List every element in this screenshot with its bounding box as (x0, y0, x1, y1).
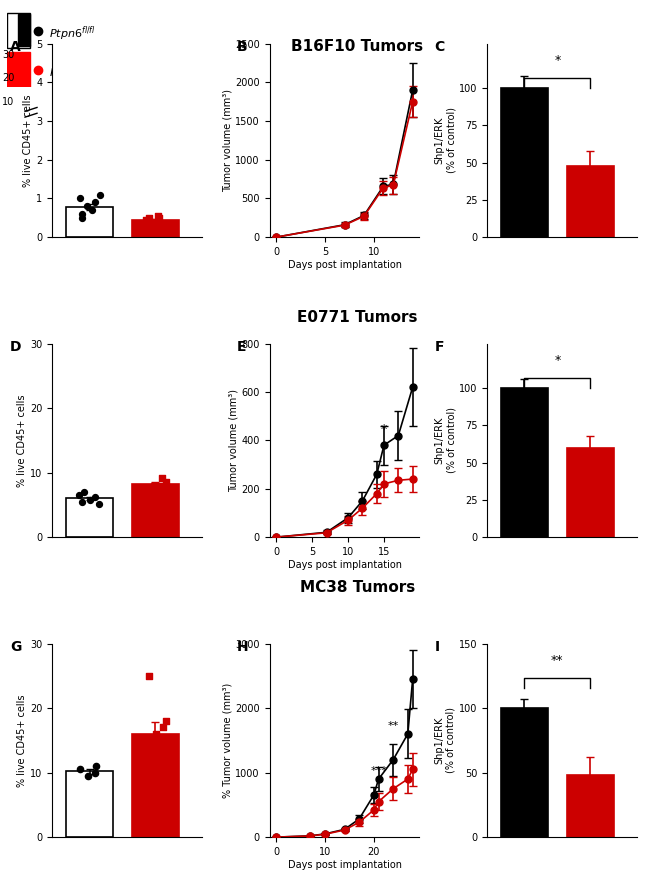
Point (81, 199, 92, 213)
Point (74, 192, 85, 206)
Y-axis label: % live CD45+ cells: % live CD45+ cells (17, 394, 27, 487)
Text: E: E (237, 340, 246, 354)
Text: ***: *** (370, 766, 387, 776)
Point (79, 485, 89, 499)
Point (90, 760, 101, 773)
Text: H: H (237, 640, 248, 654)
Point (144, 211, 155, 225)
Point (159, 733, 169, 747)
X-axis label: Days post implantation: Days post implantation (287, 560, 402, 569)
Text: $Ptpn6^{fl/fl}$ERT2-cre: $Ptpn6^{fl/fl}$ERT2-cre (49, 64, 146, 82)
Point (86, 203, 97, 217)
Point (144, 669, 154, 683)
Bar (501, 88, 548, 237)
Text: I: I (434, 640, 439, 654)
Text: 30: 30 (2, 51, 14, 60)
Y-axis label: Shp1/ERK
(% of control): Shp1/ERK (% of control) (434, 707, 456, 773)
Text: **: ** (387, 721, 399, 731)
Point (146, 215, 157, 228)
Text: E0771 Tumors: E0771 Tumors (297, 310, 418, 324)
Bar (501, 388, 548, 537)
X-axis label: Days post implantation: Days post implantation (287, 860, 402, 869)
Point (161, 714, 171, 728)
Point (161, 480, 171, 494)
Text: A: A (10, 40, 21, 54)
Text: *: * (554, 54, 560, 67)
Bar (567, 448, 614, 537)
Point (157, 471, 168, 485)
Point (90, 490, 100, 504)
Point (77, 207, 87, 221)
Bar (567, 166, 614, 237)
Point (151, 727, 161, 741)
Y-axis label: Tumor volume (mm³): Tumor volume (mm³) (222, 89, 232, 192)
Point (156, 479, 166, 493)
Bar (66, 772, 113, 837)
Bar (66, 499, 113, 537)
Text: B: B (237, 40, 247, 54)
Point (153, 211, 164, 225)
Y-axis label: Shp1/ERK
(% of control): Shp1/ERK (% of control) (434, 407, 456, 473)
Point (144, 481, 155, 495)
Text: $Ptpn6^{fl/fl}$: $Ptpn6^{fl/fl}$ (49, 24, 96, 43)
Bar (132, 484, 179, 537)
Point (158, 720, 168, 734)
Y-axis label: % Tumor volume (mm³): % Tumor volume (mm³) (222, 683, 233, 798)
Point (158, 219, 168, 233)
Point (85, 493, 96, 507)
Bar (18, 14, 30, 46)
Text: **: ** (551, 654, 564, 667)
X-axis label: Days post implantation: Days post implantation (287, 260, 402, 269)
Text: *: * (381, 423, 387, 436)
Text: C: C (434, 40, 445, 54)
Text: D: D (10, 340, 21, 354)
Y-axis label: Shp1/ERK
(% of control): Shp1/ERK (% of control) (434, 107, 456, 174)
Point (152, 209, 162, 223)
Point (73, 488, 84, 502)
Point (75, 762, 85, 776)
Point (161, 475, 171, 489)
Text: G: G (10, 640, 21, 654)
Bar (501, 708, 548, 837)
Text: 20: 20 (2, 73, 14, 84)
Text: B16F10 Tumors: B16F10 Tumors (291, 39, 424, 54)
Text: MC38 Tumors: MC38 Tumors (300, 580, 415, 595)
Text: *: * (554, 354, 560, 367)
Y-axis label: % live CD45+ cells: % live CD45+ cells (17, 694, 27, 787)
Point (141, 213, 151, 227)
Point (83, 769, 94, 783)
Bar (132, 220, 179, 237)
Bar (132, 734, 179, 837)
Point (77, 494, 87, 508)
Point (89, 766, 99, 780)
Point (94, 187, 105, 201)
Y-axis label: Tumor volume (mm³): Tumor volume (mm³) (229, 389, 239, 492)
Point (90, 195, 100, 209)
Y-axis label: % live CD45+ cells: % live CD45+ cells (23, 94, 33, 187)
Bar (66, 207, 113, 237)
Point (77, 211, 87, 225)
Text: 10: 10 (2, 97, 14, 106)
Point (142, 216, 152, 230)
Text: F: F (434, 340, 444, 354)
Point (94, 497, 104, 511)
Bar (567, 775, 614, 837)
Point (149, 479, 159, 493)
